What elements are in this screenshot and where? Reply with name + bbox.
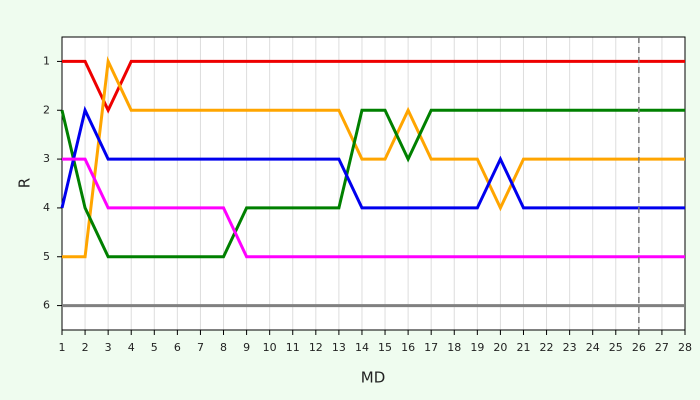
x-tick-label: 4 [128, 341, 135, 354]
x-tick-label: 5 [151, 341, 158, 354]
x-tick-label: 25 [609, 341, 623, 354]
plot-area [62, 37, 685, 330]
x-tick-label: 16 [401, 341, 415, 354]
x-tick-label: 20 [493, 341, 507, 354]
series-line [60, 108, 685, 259]
y-axis-title: R [16, 178, 34, 188]
y-tick-label: 4 [43, 201, 50, 214]
x-tick-label: 19 [470, 341, 484, 354]
x-tick-label: 2 [82, 341, 89, 354]
x-tick-label: 1 [59, 341, 66, 354]
x-tick-label: 28 [678, 341, 692, 354]
x-tick-label: 7 [197, 341, 204, 354]
x-tick-label: 12 [309, 341, 323, 354]
x-tick-label: 22 [540, 341, 554, 354]
series-line [60, 105, 685, 210]
x-tick-label: 23 [563, 341, 577, 354]
x-tick-label: 9 [243, 341, 250, 354]
x-tick-label: 18 [447, 341, 461, 354]
x-tick-label: 8 [220, 341, 227, 354]
x-tick-label: 6 [174, 341, 181, 354]
x-tick-label: 21 [516, 341, 530, 354]
x-tick-label: 13 [332, 341, 346, 354]
x-tick-label: 15 [378, 341, 392, 354]
x-tick-label: 26 [632, 341, 646, 354]
plot-frame [61, 36, 686, 331]
y-tick-label: 2 [43, 103, 50, 116]
series-line [62, 157, 685, 259]
y-tick-label: 6 [43, 299, 50, 312]
x-tick-label: 17 [424, 341, 438, 354]
x-tick-label: 10 [263, 341, 277, 354]
x-tick-label: 3 [105, 341, 112, 354]
x-tick-label: 11 [286, 341, 300, 354]
x-tick-label: 24 [586, 341, 600, 354]
y-tick-label: 5 [43, 250, 50, 263]
x-tick-label: 14 [355, 341, 369, 354]
series-line [62, 59, 685, 114]
x-axis-title: MD [361, 369, 386, 387]
y-tick-label: 1 [43, 54, 50, 67]
x-tick-label: 27 [655, 341, 669, 354]
series-line [62, 56, 685, 259]
y-tick-label: 3 [43, 152, 50, 165]
